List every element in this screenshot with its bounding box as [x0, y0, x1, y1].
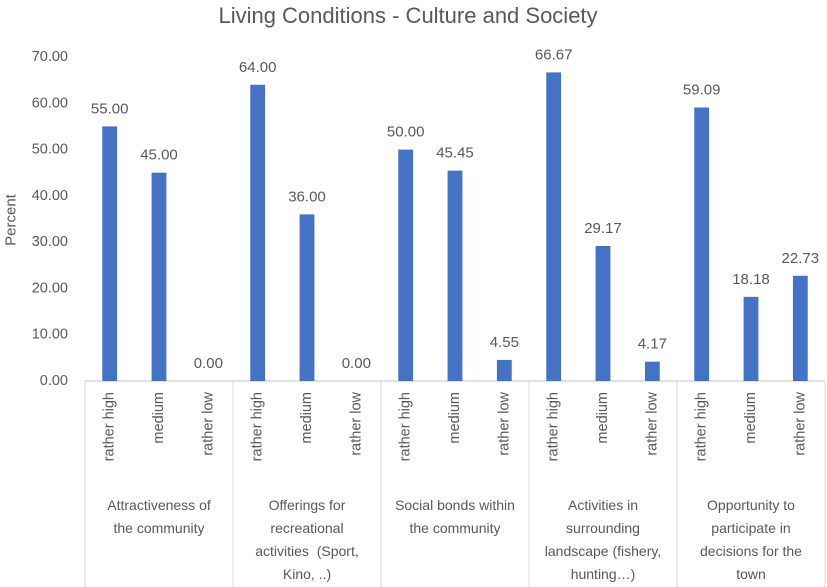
- bar-value-label: 45.00: [140, 147, 178, 164]
- category-tick-label: medium: [595, 392, 611, 444]
- bar-value-label: 55.00: [91, 100, 129, 117]
- bar: [102, 126, 118, 381]
- group-label: activities (Sport,: [255, 543, 358, 559]
- group-label: participate in: [711, 520, 790, 536]
- bar-value-label: 0.00: [342, 355, 371, 372]
- category-tick-label: rather high: [398, 392, 414, 461]
- group-label: the community: [113, 520, 204, 536]
- bar: [792, 275, 808, 381]
- category-tick-label: rather low: [644, 391, 660, 455]
- group-label: surrounding: [566, 520, 640, 536]
- category-tick-label: rather low: [496, 391, 512, 455]
- group-label: landscape (fishery,: [545, 543, 661, 559]
- bar: [546, 72, 562, 381]
- group-label: recreational: [270, 520, 343, 536]
- group-label: hunting…): [571, 566, 636, 582]
- bar-value-label: 64.00: [239, 59, 277, 76]
- bar: [694, 107, 710, 381]
- bar-value-label: 22.73: [782, 250, 820, 267]
- category-tick-label: rather low: [200, 391, 216, 455]
- group-label: Offerings for: [269, 497, 346, 513]
- group-label: Activities in: [568, 497, 638, 513]
- bar-value-label: 4.17: [638, 336, 667, 353]
- group-label: Opportunity to: [707, 497, 795, 513]
- y-tick-label: 30.00: [32, 234, 68, 250]
- category-tick-label: medium: [743, 392, 759, 444]
- group-label: Kino, ..): [283, 566, 331, 582]
- y-tick-label: 10.00: [32, 327, 68, 343]
- labels: 0.00 10.00 20.00 30.00 40.00 50.00 60.00 70.00 5…: [32, 46, 819, 582]
- category-tick-label: medium: [151, 392, 167, 444]
- bar-value-label: 29.17: [584, 220, 622, 237]
- y-tick-label: 40.00: [32, 188, 68, 204]
- bar: [250, 84, 266, 382]
- category-tick-label: rather high: [250, 392, 266, 461]
- bar-value-label: 4.55: [490, 334, 519, 351]
- group-label: decisions for the: [700, 543, 802, 559]
- bar-value-label: 66.67: [535, 46, 573, 63]
- bar: [595, 245, 611, 381]
- bar: [447, 170, 463, 381]
- chart-title: Living Conditions - Culture and Society: [218, 3, 597, 28]
- group-label: town: [736, 566, 766, 582]
- bar-value-label: 36.00: [288, 188, 326, 205]
- bar-value-label: 45.45: [436, 145, 474, 162]
- y-tick-label: 20.00: [32, 280, 68, 296]
- bar-value-label: 59.09: [683, 81, 721, 98]
- bar-value-label: 0.00: [194, 355, 223, 372]
- bars: [102, 72, 808, 382]
- bar: [151, 172, 167, 381]
- y-tick-label: 60.00: [32, 95, 68, 111]
- category-tick-label: rather high: [102, 392, 118, 461]
- y-tick-label: 0.00: [40, 373, 68, 389]
- bar: [644, 361, 660, 381]
- bar: [743, 296, 759, 381]
- category-tick-label: rather low: [792, 391, 808, 455]
- category-tick-label: medium: [447, 392, 463, 444]
- bar-value-label: 18.18: [732, 271, 770, 288]
- group-label: Social bonds within: [395, 497, 515, 513]
- category-tick-label: rather high: [546, 392, 562, 461]
- bar-value-label: 50.00: [387, 124, 425, 141]
- category-tick-label: rather low: [348, 391, 364, 455]
- category-tick-label: rather high: [694, 392, 710, 461]
- y-axis-title: Percent: [3, 193, 20, 246]
- bar: [299, 214, 315, 381]
- category-tick-label: medium: [299, 392, 315, 444]
- bar: [398, 149, 414, 381]
- group-label: the community: [409, 520, 500, 536]
- bar: [496, 359, 512, 381]
- y-tick-label: 50.00: [32, 142, 68, 158]
- group-label: Attractiveness of: [107, 497, 211, 513]
- y-tick-label: 70.00: [32, 49, 68, 65]
